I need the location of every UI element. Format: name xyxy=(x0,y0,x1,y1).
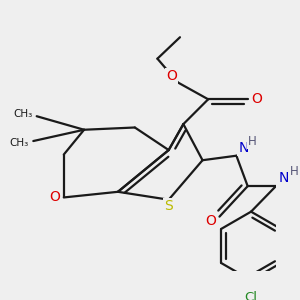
Text: N: N xyxy=(279,171,289,185)
Text: O: O xyxy=(205,214,216,228)
Text: CH₃: CH₃ xyxy=(10,138,29,148)
Text: N: N xyxy=(238,141,249,154)
Text: O: O xyxy=(251,92,262,106)
Text: O: O xyxy=(49,190,60,204)
Text: H: H xyxy=(290,165,298,178)
Text: H: H xyxy=(248,135,257,148)
Text: O: O xyxy=(166,69,177,83)
Text: S: S xyxy=(164,199,173,213)
Text: Cl: Cl xyxy=(244,291,258,300)
Text: CH₃: CH₃ xyxy=(13,110,32,119)
